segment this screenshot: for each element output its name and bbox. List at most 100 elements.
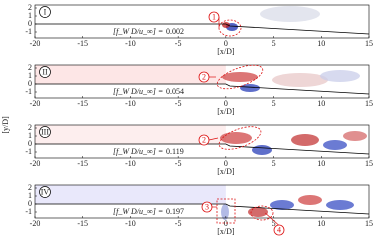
- axes-frame: [34, 184, 370, 219]
- panel-label: I: [44, 7, 47, 16]
- x-axis-label: [x/D]: [217, 47, 235, 56]
- callout-label: 3: [205, 202, 209, 211]
- flow-structure: [221, 204, 229, 220]
- highlight: [216, 198, 236, 224]
- y-tick-label: -1: [25, 207, 32, 216]
- callout: [198, 134, 210, 146]
- flow-structure: [222, 22, 230, 28]
- frequency-value: 0.197: [166, 207, 184, 216]
- x-tick-label: -20: [30, 99, 41, 108]
- y-tick-label: 1: [28, 191, 32, 200]
- x-tick-label: -20: [30, 39, 41, 48]
- y-tick-label: 2: [28, 183, 32, 192]
- panel-badge: [39, 6, 51, 18]
- x-tick-label: -10: [125, 159, 136, 168]
- y-tick-label: 0: [28, 139, 32, 148]
- x-tick-label: 5: [272, 99, 276, 108]
- x-tick-label: -5: [175, 219, 182, 228]
- callout-label: 1: [212, 12, 216, 21]
- y-tick-label: 0: [28, 19, 32, 28]
- x-tick-label: -10: [125, 219, 136, 228]
- x-tick-label: -5: [175, 159, 182, 168]
- x-tick-label: 10: [317, 159, 325, 168]
- highlight: [250, 205, 274, 221]
- pointer: [208, 137, 219, 141]
- x-tick-label: 0: [224, 99, 228, 108]
- panel-badge: [39, 126, 51, 138]
- y-tick-label: 2: [28, 63, 32, 72]
- y-tick-label: 2: [28, 123, 32, 132]
- x-tick-label: 0: [224, 39, 228, 48]
- callout: [273, 224, 285, 236]
- x-tick-label: 5: [272, 39, 276, 48]
- y-tick-label: 1: [28, 131, 32, 140]
- callout: [208, 11, 220, 23]
- y-tick-label: -1: [25, 87, 32, 96]
- frequency-label: [f_W D/u_∞] =: [113, 87, 163, 96]
- y-tick-label: 0: [28, 199, 32, 208]
- x-tick-label: -20: [30, 219, 41, 228]
- x-axis-label: [x/D]: [217, 167, 235, 176]
- y-tick-label: 1: [28, 71, 32, 80]
- panel-label: III: [41, 127, 49, 136]
- flow-structure: [222, 72, 258, 82]
- x-tick-label: -15: [77, 39, 88, 48]
- wall: [35, 23, 370, 35]
- flow-structure: [298, 195, 322, 205]
- frequency-label: [f_W D/u_∞] =: [113, 147, 163, 156]
- x-tick-label: 15: [365, 219, 373, 228]
- x-tick-label: -10: [125, 39, 136, 48]
- frequency-value: 0.002: [166, 27, 184, 36]
- x-tick-label: -5: [175, 39, 182, 48]
- frequency-value: 0.119: [166, 147, 184, 156]
- inflow-region: [35, 65, 226, 84]
- y-tick-label: -1: [25, 27, 32, 36]
- axes-frame: [34, 64, 370, 99]
- y-tick-label: 1: [28, 11, 32, 20]
- frequency-label: [f_W D/u_∞] =: [113, 27, 163, 36]
- x-tick-label: 5: [272, 219, 276, 228]
- flow-structure: [291, 134, 319, 146]
- x-tick-label: -15: [77, 219, 88, 228]
- panel-label: II: [42, 67, 48, 76]
- highlight: [218, 126, 262, 150]
- callout-label: 2: [202, 72, 206, 81]
- x-tick-label: 15: [365, 99, 373, 108]
- inflow-region: [35, 5, 226, 24]
- wall: [35, 203, 370, 215]
- x-axis-label: [x/D]: [217, 227, 235, 236]
- x-axis-label: [x/D]: [217, 107, 235, 116]
- axes-frame: [34, 4, 370, 39]
- frequency-value: 0.054: [166, 87, 184, 96]
- flow-structure: [272, 73, 328, 87]
- flow-structure: [240, 84, 260, 92]
- callout-label: 4: [277, 225, 281, 234]
- flow-structure: [252, 145, 272, 155]
- callout: [201, 201, 213, 213]
- inflow-region: [35, 185, 226, 204]
- y-tick-label: -1: [25, 147, 32, 156]
- x-tick-label: 0: [224, 219, 228, 228]
- flow-structure: [270, 200, 294, 210]
- x-tick-label: -10: [125, 99, 136, 108]
- y-tick-label: 0: [28, 79, 32, 88]
- x-tick-label: -20: [30, 159, 41, 168]
- callout-label: 2: [202, 135, 206, 144]
- wall: [35, 83, 370, 95]
- x-tick-label: 10: [317, 219, 325, 228]
- flow-structure: [320, 70, 360, 82]
- flow-structure: [220, 132, 252, 144]
- inflow-region: [35, 125, 226, 144]
- y-axis-label: [y/D]: [1, 116, 10, 134]
- x-tick-label: -5: [175, 99, 182, 108]
- x-tick-label: 15: [365, 159, 373, 168]
- panel-label: IV: [41, 187, 50, 196]
- x-tick-label: 10: [317, 39, 325, 48]
- callout: [198, 71, 210, 83]
- flow-structure: [323, 140, 347, 150]
